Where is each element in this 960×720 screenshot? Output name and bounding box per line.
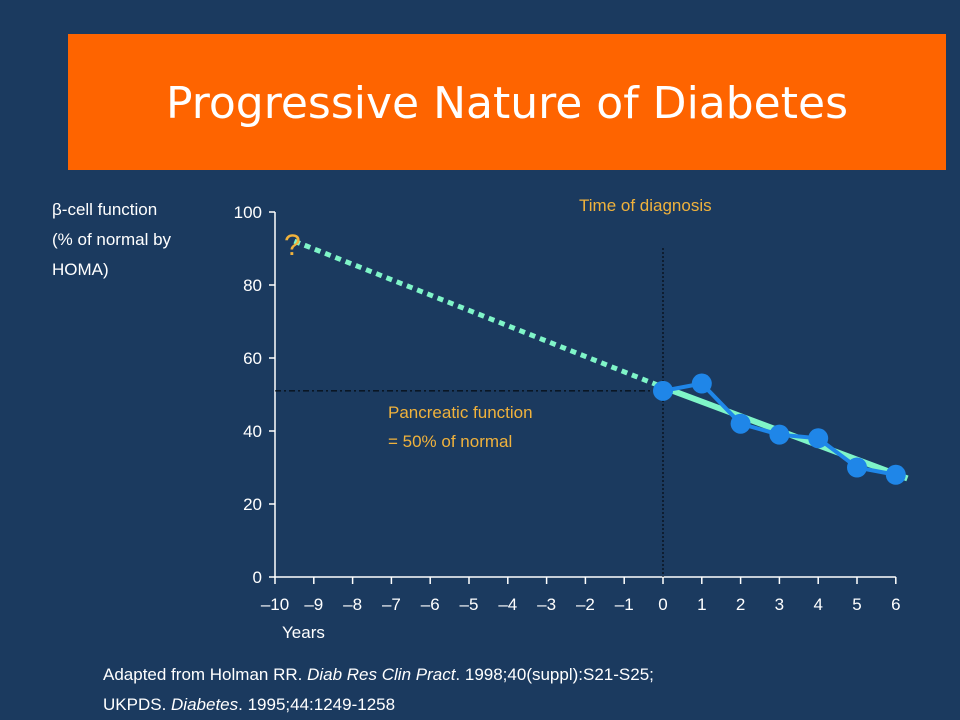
citation-line-2-journal: Diabetes: [171, 695, 239, 714]
y-tick-label: 0: [253, 568, 262, 587]
y-axis-label-line-1: β-cell function: [52, 200, 158, 219]
observed-data-point: [885, 464, 906, 485]
pancreatic-annotation-line-1: Pancreatic function: [388, 403, 533, 422]
x-tick-label: –2: [576, 595, 595, 614]
diagnosis-annotation: Time of diagnosis: [579, 196, 712, 215]
x-axis-label: Years: [282, 623, 325, 642]
slide-title: Progressive Nature of Diabetes: [166, 78, 848, 129]
y-tick-label: 100: [234, 203, 262, 222]
observed-data-point: [691, 373, 712, 394]
citation-line-2: UKPDS. Diabetes. 1995;44:1249-1258: [103, 690, 654, 720]
y-tick-label: 40: [243, 422, 262, 441]
pancreatic-annotation-line-2: = 50% of normal: [388, 432, 512, 451]
x-tick-label: 3: [775, 595, 784, 614]
observed-data-point: [847, 457, 867, 478]
x-tick-label: –1: [615, 595, 634, 614]
observed-data-point: [653, 380, 673, 401]
x-tick-label: –7: [382, 595, 401, 614]
extrapolated-trend-line: [293, 238, 664, 390]
y-axis-label-line-3: HOMA): [52, 260, 109, 279]
citation-line-2-post: . 1995;44:1249-1258: [238, 695, 396, 714]
citation-line-1-post: . 1998;40(suppl):S21-S25;: [455, 665, 654, 684]
x-tick-label: 5: [852, 595, 861, 614]
y-tick-label: 60: [243, 349, 262, 368]
observed-data-point: [808, 428, 829, 449]
citation-line-1-pre: Adapted from Holman RR.: [103, 665, 308, 684]
y-tick-label: 80: [243, 276, 262, 295]
y-axis-label-line-2: (% of normal by: [52, 230, 172, 249]
title-banner: Progressive Nature of Diabetes: [68, 34, 946, 170]
x-tick-label: –3: [537, 595, 556, 614]
x-tick-label: 2: [736, 595, 745, 614]
x-tick-label: –5: [460, 595, 479, 614]
x-tick-label: –10: [261, 595, 289, 614]
y-tick-label: 20: [243, 495, 262, 514]
observed-data-point: [730, 413, 751, 434]
x-tick-label: –8: [343, 595, 362, 614]
citation: Adapted from Holman RR. Diab Res Clin Pr…: [103, 660, 654, 720]
citation-line-1: Adapted from Holman RR. Diab Res Clin Pr…: [103, 660, 654, 690]
x-tick-label: 4: [813, 595, 822, 614]
x-tick-label: 0: [658, 595, 667, 614]
x-tick-label: 1: [697, 595, 706, 614]
x-tick-label: –6: [421, 595, 440, 614]
x-tick-label: –9: [304, 595, 323, 614]
x-tick-label: –4: [498, 595, 517, 614]
citation-line-2-pre: UKPDS.: [103, 695, 172, 714]
citation-line-1-journal: Diab Res Clin Pract: [307, 665, 456, 684]
unknown-marker: ?: [284, 229, 301, 262]
observed-data-point: [769, 424, 790, 445]
x-tick-label: 6: [891, 595, 900, 614]
